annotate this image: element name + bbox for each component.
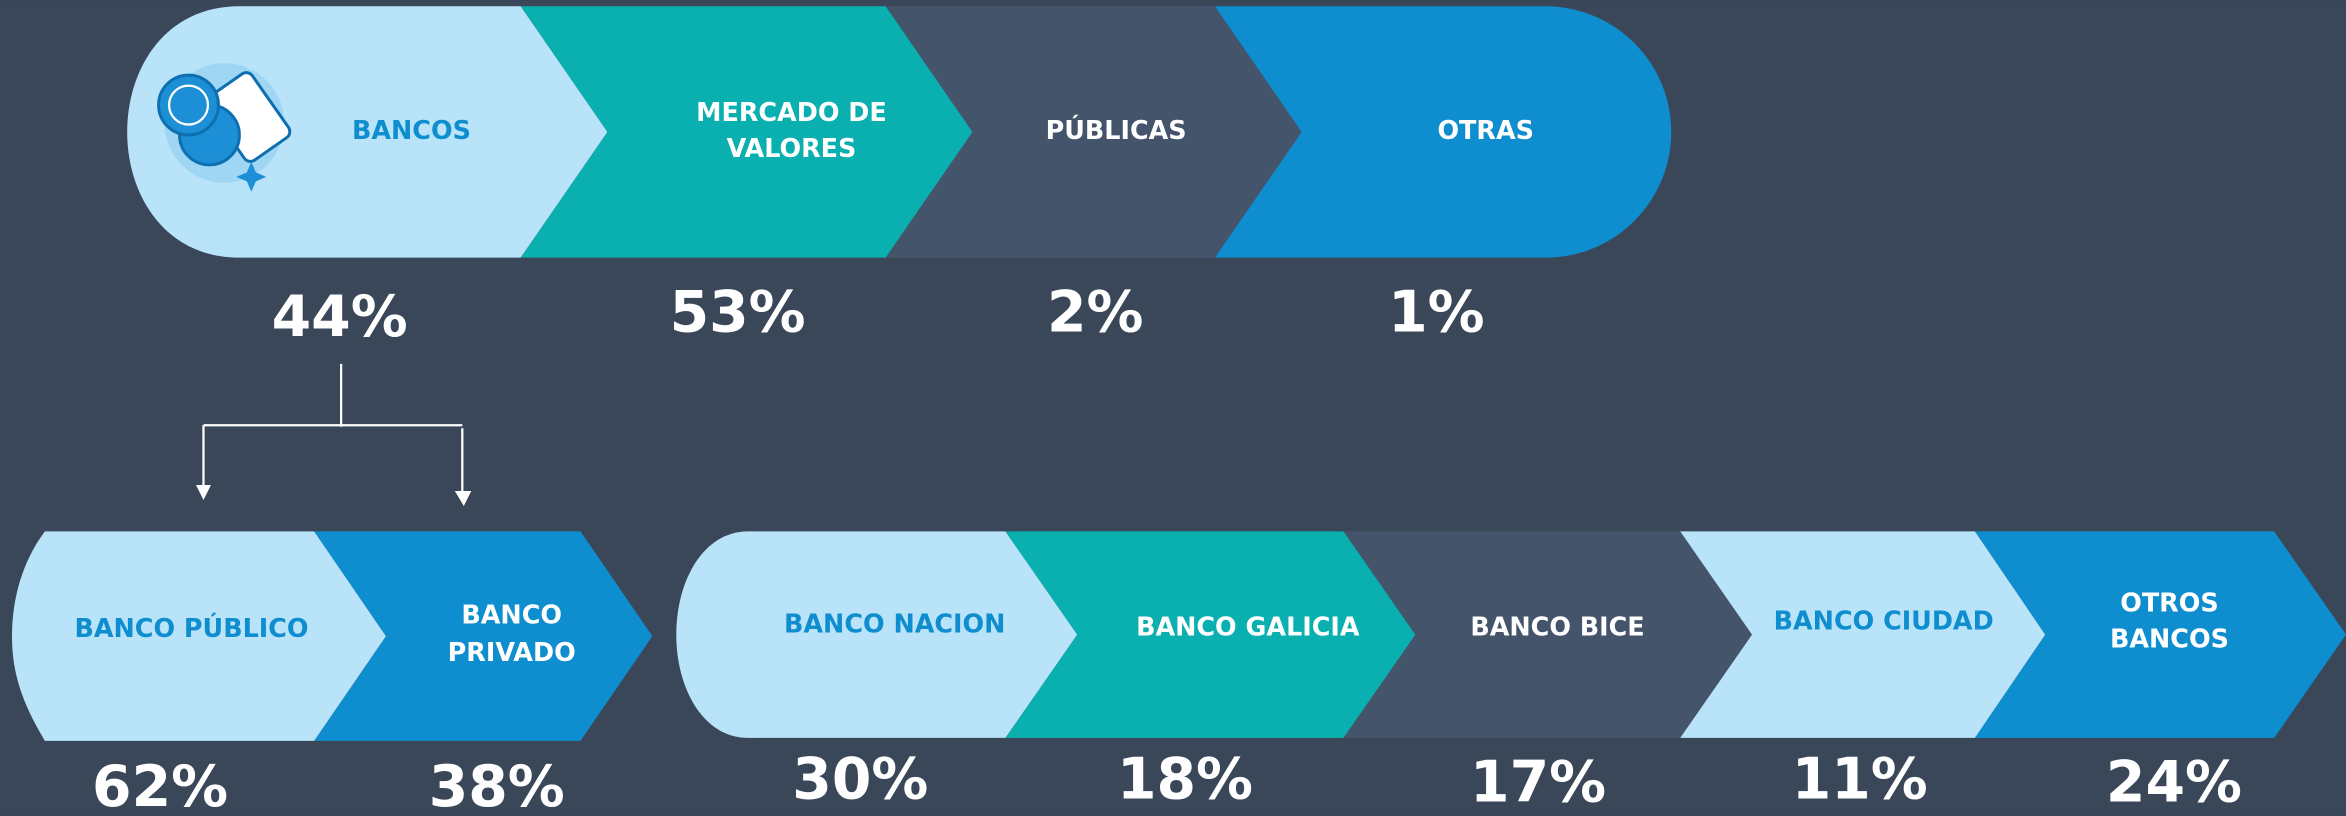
percent: 24% <box>2106 749 2242 815</box>
percent: 11% <box>1792 746 1928 812</box>
segment <box>676 531 1078 738</box>
label: OTROS <box>2120 588 2218 618</box>
segment <box>1005 531 1416 738</box>
segment <box>520 6 973 258</box>
percent: 44% <box>272 284 408 350</box>
segment <box>314 531 653 741</box>
label: BANCO NACION <box>784 609 1005 639</box>
label: BANCOS <box>352 115 471 145</box>
money-icon <box>157 63 292 192</box>
segment <box>1680 531 2046 738</box>
percent: 38% <box>429 754 565 816</box>
label: MERCADO DE <box>696 97 887 127</box>
percent: 1% <box>1388 280 1485 346</box>
label: OTRAS <box>1437 115 1534 145</box>
percent: 30% <box>792 746 928 812</box>
top-bar <box>127 6 1672 258</box>
banks-bar <box>676 531 2346 738</box>
label: PRIVADO <box>448 637 576 667</box>
label: VALORES <box>727 133 857 163</box>
label: PÚBLICAS <box>1046 115 1187 145</box>
percent: 2% <box>1047 280 1144 346</box>
label: BANCO CIUDAD <box>1774 606 1994 636</box>
label: BANCO <box>461 600 562 630</box>
segment <box>1343 531 1753 738</box>
label: BANCO PÚBLICO <box>74 613 308 643</box>
percent: 62% <box>92 754 228 816</box>
segment <box>1214 6 1672 258</box>
label: BANCO BICE <box>1470 612 1644 642</box>
label: BANCOS <box>2110 624 2229 654</box>
connector <box>195 363 472 506</box>
percent: 18% <box>1117 746 1253 812</box>
segment <box>885 6 1302 258</box>
segment <box>11 531 387 741</box>
segment <box>1974 531 2346 738</box>
label: BANCO GALICIA <box>1136 612 1360 642</box>
percent: 53% <box>670 280 806 346</box>
bank-type-bar <box>11 531 653 741</box>
percent: 17% <box>1470 749 1606 815</box>
